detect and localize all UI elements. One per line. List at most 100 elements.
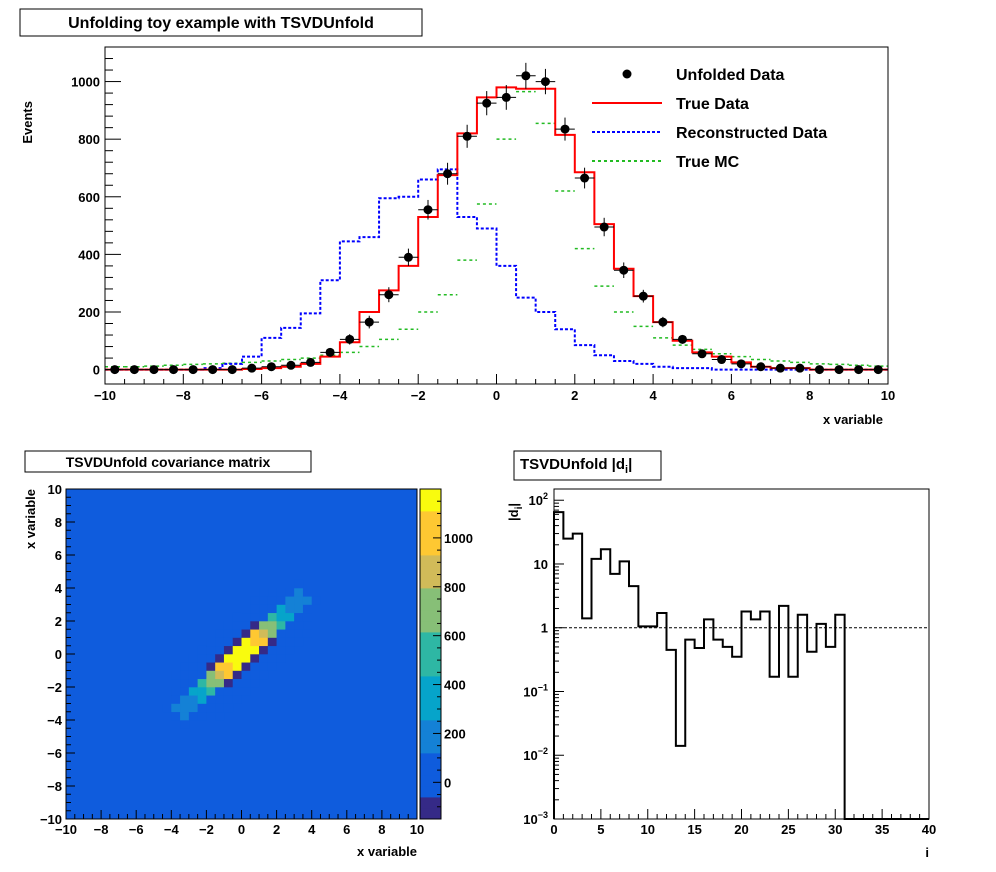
cov-cell bbox=[250, 654, 260, 663]
d-ylabel: |di| bbox=[506, 503, 525, 521]
palette-step bbox=[420, 720, 441, 732]
cov-cell bbox=[294, 596, 304, 605]
unfolded-data-point bbox=[222, 365, 243, 375]
cov-cell bbox=[285, 596, 295, 605]
cov-cell bbox=[232, 662, 242, 671]
unfolded-data-point bbox=[124, 365, 145, 375]
d-xtick-label: 10 bbox=[641, 822, 655, 837]
cov-cell bbox=[232, 678, 242, 688]
palette-step bbox=[420, 632, 441, 644]
palette-step bbox=[420, 599, 441, 611]
d-xtick-label: 20 bbox=[734, 822, 748, 837]
cov-cell bbox=[302, 629, 312, 638]
cov-cell bbox=[285, 612, 295, 622]
cov-cell bbox=[276, 596, 286, 605]
cov-cell bbox=[250, 670, 260, 680]
unfolded-marker bbox=[814, 365, 824, 375]
cov-cell bbox=[232, 637, 242, 647]
unfolded-marker bbox=[443, 169, 453, 179]
unfolded-marker bbox=[247, 363, 257, 373]
true-data-line bbox=[105, 86, 888, 371]
cov-cell bbox=[188, 662, 198, 671]
cov-cell bbox=[241, 670, 251, 680]
cov-cell bbox=[206, 645, 216, 655]
cov-ytick-label: 10 bbox=[48, 482, 62, 497]
cov-cell bbox=[223, 703, 234, 713]
palette-step bbox=[420, 731, 441, 743]
top-xtick-label: 2 bbox=[571, 388, 578, 403]
palette-tick-label: 1000 bbox=[444, 531, 473, 546]
cov-cell bbox=[294, 588, 304, 597]
cov-cell bbox=[241, 637, 251, 647]
palette-step bbox=[420, 742, 441, 754]
cov-xtick-label: −6 bbox=[129, 822, 144, 837]
unfolded-data-point bbox=[398, 248, 419, 266]
cov-cell bbox=[302, 588, 312, 597]
cov-cell bbox=[197, 703, 207, 713]
cov-cell bbox=[171, 703, 181, 713]
unfolded-marker bbox=[306, 357, 316, 367]
cov-cell bbox=[188, 678, 198, 688]
cov-cell bbox=[302, 604, 312, 614]
unfolded-marker bbox=[717, 355, 727, 365]
d-vector-panel: TSVDUnfold |di| |di| i 0 5 10 15 20 25 30 35 40 1… bbox=[506, 450, 936, 860]
unfolded-marker bbox=[169, 365, 179, 375]
unfolded-data-point bbox=[770, 363, 791, 373]
top-title: Unfolding toy example with TSVDUnfold bbox=[68, 15, 374, 32]
cov-cell bbox=[215, 711, 225, 721]
top-ytick-label: 800 bbox=[78, 132, 100, 147]
cov-xtick-label: −8 bbox=[94, 822, 109, 837]
unfolded-marker bbox=[266, 362, 276, 372]
cov-cell bbox=[241, 662, 251, 671]
cov-xtick-label: 0 bbox=[238, 822, 245, 837]
cov-cell bbox=[232, 670, 242, 680]
cov-cell bbox=[285, 645, 295, 655]
d-xtick-label: 25 bbox=[781, 822, 795, 837]
cov-cell bbox=[241, 687, 251, 696]
unfolded-marker bbox=[560, 124, 570, 134]
cov-cell bbox=[285, 588, 295, 597]
top-xtick-label: 4 bbox=[649, 388, 657, 403]
cov-cell bbox=[206, 687, 216, 696]
cov-cell bbox=[197, 695, 207, 704]
d-ytick-label: 10−2 bbox=[523, 746, 548, 763]
d-xtick-label: 30 bbox=[828, 822, 842, 837]
unfolded-data-point bbox=[516, 62, 536, 89]
cov-cell bbox=[294, 637, 304, 647]
cov-cell bbox=[223, 654, 234, 663]
cov-xtick-label: 4 bbox=[308, 822, 316, 837]
unfolded-data-point bbox=[300, 357, 321, 367]
cov-ytick-label: 6 bbox=[55, 548, 62, 563]
cov-cell bbox=[285, 621, 295, 630]
cov-cell bbox=[267, 612, 277, 622]
cov-cell bbox=[302, 596, 312, 605]
unfolded-marker bbox=[423, 205, 433, 215]
cov-cell bbox=[215, 654, 225, 663]
covariance-panel: TSVDUnfold covariance matrix x variable … bbox=[23, 450, 473, 859]
cov-cell bbox=[250, 629, 260, 638]
unfolded-data-point bbox=[281, 360, 301, 370]
cov-cell bbox=[232, 695, 242, 704]
palette-step bbox=[420, 566, 441, 578]
unfolded-marker bbox=[129, 365, 139, 375]
d-ytick-label: 10−1 bbox=[523, 682, 548, 699]
unfolded-data-point bbox=[320, 347, 340, 357]
cov-cell bbox=[267, 662, 277, 671]
palette-step bbox=[420, 533, 441, 545]
unfolded-marker bbox=[697, 349, 707, 359]
cov-cell bbox=[232, 621, 242, 630]
unfolded-data-point bbox=[476, 91, 497, 116]
cov-cell bbox=[241, 612, 251, 622]
cov-cell bbox=[267, 621, 277, 630]
unfolded-marker bbox=[227, 365, 237, 375]
d-xtick-label: 0 bbox=[550, 822, 557, 837]
d-ytick-label: 10 bbox=[534, 557, 548, 572]
top-xlabel: x variable bbox=[823, 412, 883, 427]
cov-xtick-label: 10 bbox=[410, 822, 424, 837]
cov-cell bbox=[197, 678, 207, 688]
top-xtick-label: −4 bbox=[332, 388, 348, 403]
unfolded-marker bbox=[677, 334, 687, 344]
cov-xtick-label: 2 bbox=[273, 822, 280, 837]
unfolding-panel: Unfolding toy example with TSVDUnfold Ev… bbox=[19, 8, 895, 427]
unfolded-data-point bbox=[633, 289, 654, 303]
